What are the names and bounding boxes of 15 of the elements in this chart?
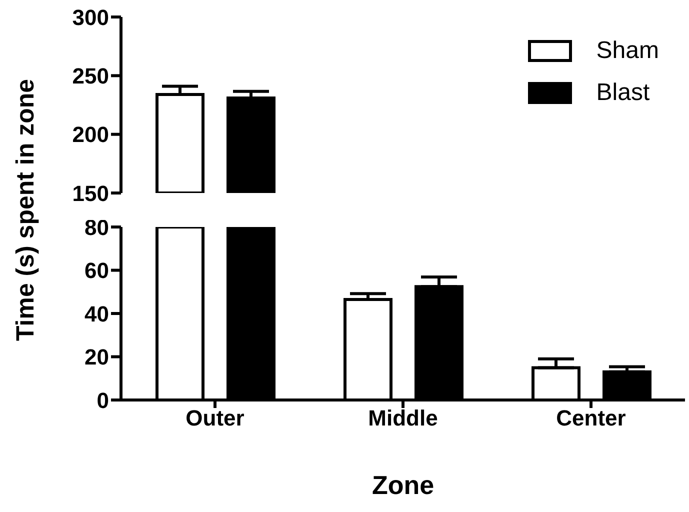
y-tick-label: 200 bbox=[72, 122, 109, 148]
x-axis-title: Zone bbox=[372, 470, 434, 500]
y-tick-label: 60 bbox=[84, 258, 109, 284]
y-tick-label: 150 bbox=[72, 180, 109, 206]
legend-label: Sham bbox=[596, 37, 659, 65]
y-axis-title: Time (s) spent in zone bbox=[12, 78, 40, 342]
y-tick-label: 0 bbox=[96, 388, 109, 413]
x-tick-label: Outer bbox=[186, 406, 245, 431]
x-tick-label: Center bbox=[556, 406, 626, 431]
y-tick-label: 20 bbox=[84, 344, 109, 370]
y-tick-label: 300 bbox=[72, 4, 109, 30]
y-tick-label: 40 bbox=[84, 301, 109, 326]
x-tick-label: Middle bbox=[368, 406, 438, 431]
y-tick-label: 250 bbox=[72, 63, 109, 88]
legend-label: Blast bbox=[596, 79, 650, 107]
